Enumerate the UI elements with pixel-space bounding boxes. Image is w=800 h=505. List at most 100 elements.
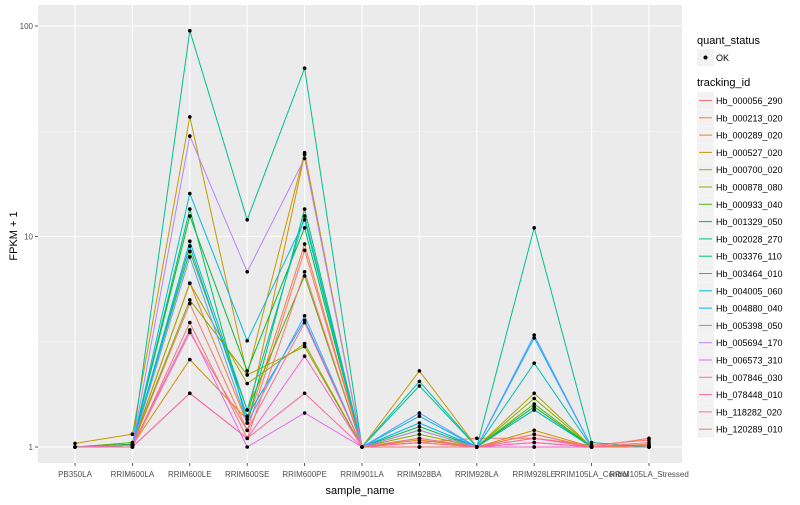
data-point xyxy=(417,414,422,419)
legend-quant-label: OK xyxy=(716,53,729,63)
legend-label: Hb_002028_270 xyxy=(716,234,783,244)
legend-label: Hb_007846_030 xyxy=(716,373,783,383)
data-point xyxy=(302,214,307,218)
legend-label: Hb_005398_050 xyxy=(716,321,783,331)
data-point xyxy=(475,436,479,441)
data-point xyxy=(532,361,536,366)
data-point xyxy=(532,440,536,445)
data-point xyxy=(130,445,135,449)
data-point xyxy=(532,333,536,337)
data-point xyxy=(532,391,536,396)
legend-label: Hb_004005_060 xyxy=(716,286,783,296)
data-point xyxy=(417,436,422,441)
data-point xyxy=(302,391,307,396)
data-point xyxy=(188,239,192,243)
data-point xyxy=(532,436,536,441)
data-point xyxy=(188,357,192,362)
data-point xyxy=(188,320,192,325)
data-point xyxy=(130,432,135,437)
data-point xyxy=(532,428,536,433)
x-axis-title: sample_name xyxy=(325,485,394,497)
data-point xyxy=(417,424,422,429)
data-point xyxy=(360,445,364,449)
data-point xyxy=(188,191,192,196)
x-tick-label: RRIM600LE xyxy=(168,470,212,479)
data-point xyxy=(475,445,479,449)
legend-label: Hb_000056_290 xyxy=(716,96,783,106)
y-tick-label: 10 xyxy=(24,233,33,242)
legend: quant_status OK tracking_id Hb_000056_29… xyxy=(697,35,783,438)
legend-label: Hb_006573_310 xyxy=(716,356,783,366)
data-point xyxy=(647,440,651,445)
legend-label: Hb_078448_010 xyxy=(716,390,783,400)
data-point xyxy=(302,344,307,349)
data-point xyxy=(245,414,249,419)
data-point xyxy=(302,270,307,274)
legend-label: Hb_000289_020 xyxy=(716,131,783,141)
data-point xyxy=(302,274,307,278)
data-point xyxy=(245,408,249,412)
data-point xyxy=(532,408,536,412)
y-axis-title: FPKM + 1 xyxy=(8,211,20,260)
data-point xyxy=(302,218,307,222)
data-point xyxy=(302,314,307,318)
data-point xyxy=(245,428,249,433)
data-points xyxy=(73,28,651,449)
legend-label: Hb_000527_020 xyxy=(716,148,783,158)
data-point xyxy=(188,115,192,119)
legend-quant-point xyxy=(703,55,708,60)
data-point xyxy=(302,411,307,415)
x-axis: PB350LA RRIM600LA RRIM600LE RRIM600SE RRIM60… xyxy=(58,463,689,479)
data-point xyxy=(245,381,249,386)
data-point xyxy=(188,330,192,335)
data-point xyxy=(188,391,192,396)
data-point xyxy=(532,405,536,409)
data-point xyxy=(245,338,249,343)
data-point xyxy=(245,218,249,222)
y-tick-label: 100 xyxy=(20,22,34,31)
data-point xyxy=(188,134,192,138)
legend-label: Hb_001329_050 xyxy=(716,217,783,227)
data-point xyxy=(188,255,192,259)
data-point xyxy=(245,373,249,377)
data-point xyxy=(302,354,307,359)
legend-label: Hb_003464_010 xyxy=(716,269,783,279)
data-point xyxy=(417,411,422,415)
data-point xyxy=(302,207,307,211)
data-point xyxy=(73,441,77,446)
legend-label: Hb_000933_040 xyxy=(716,200,783,210)
data-point xyxy=(532,432,536,437)
x-tick-label: RRIM105LA_Control xyxy=(555,470,629,479)
data-point xyxy=(302,226,307,230)
data-point xyxy=(188,214,192,218)
data-point xyxy=(302,320,307,325)
x-tick-label: RRIM901LA xyxy=(340,470,384,479)
data-point xyxy=(245,417,249,422)
x-tick-label: RRIM600PE xyxy=(282,470,326,479)
data-point xyxy=(302,156,307,161)
data-point xyxy=(417,369,422,373)
data-point xyxy=(532,396,536,401)
x-tick-label: RRIM600LA xyxy=(111,470,155,479)
data-point xyxy=(417,440,422,445)
data-point xyxy=(302,248,307,253)
legend-label: Hb_000700_020 xyxy=(716,165,783,175)
legend-label: Hb_000878_080 xyxy=(716,183,783,193)
data-point xyxy=(245,436,249,441)
data-point xyxy=(188,28,192,33)
data-point xyxy=(73,445,77,449)
plot-panel xyxy=(38,5,682,463)
legend-label: Hb_000213_020 xyxy=(716,113,783,123)
data-point xyxy=(302,150,307,155)
data-point xyxy=(245,369,249,373)
data-point xyxy=(245,270,249,274)
data-point xyxy=(647,445,651,449)
data-point xyxy=(188,249,192,254)
y-tick-label: 1 xyxy=(29,443,34,452)
data-point xyxy=(188,207,192,211)
data-point xyxy=(302,66,307,70)
legend-label: Hb_004880_040 xyxy=(716,304,783,314)
x-tick-label: RRIM105LA_Stressed xyxy=(609,470,689,479)
